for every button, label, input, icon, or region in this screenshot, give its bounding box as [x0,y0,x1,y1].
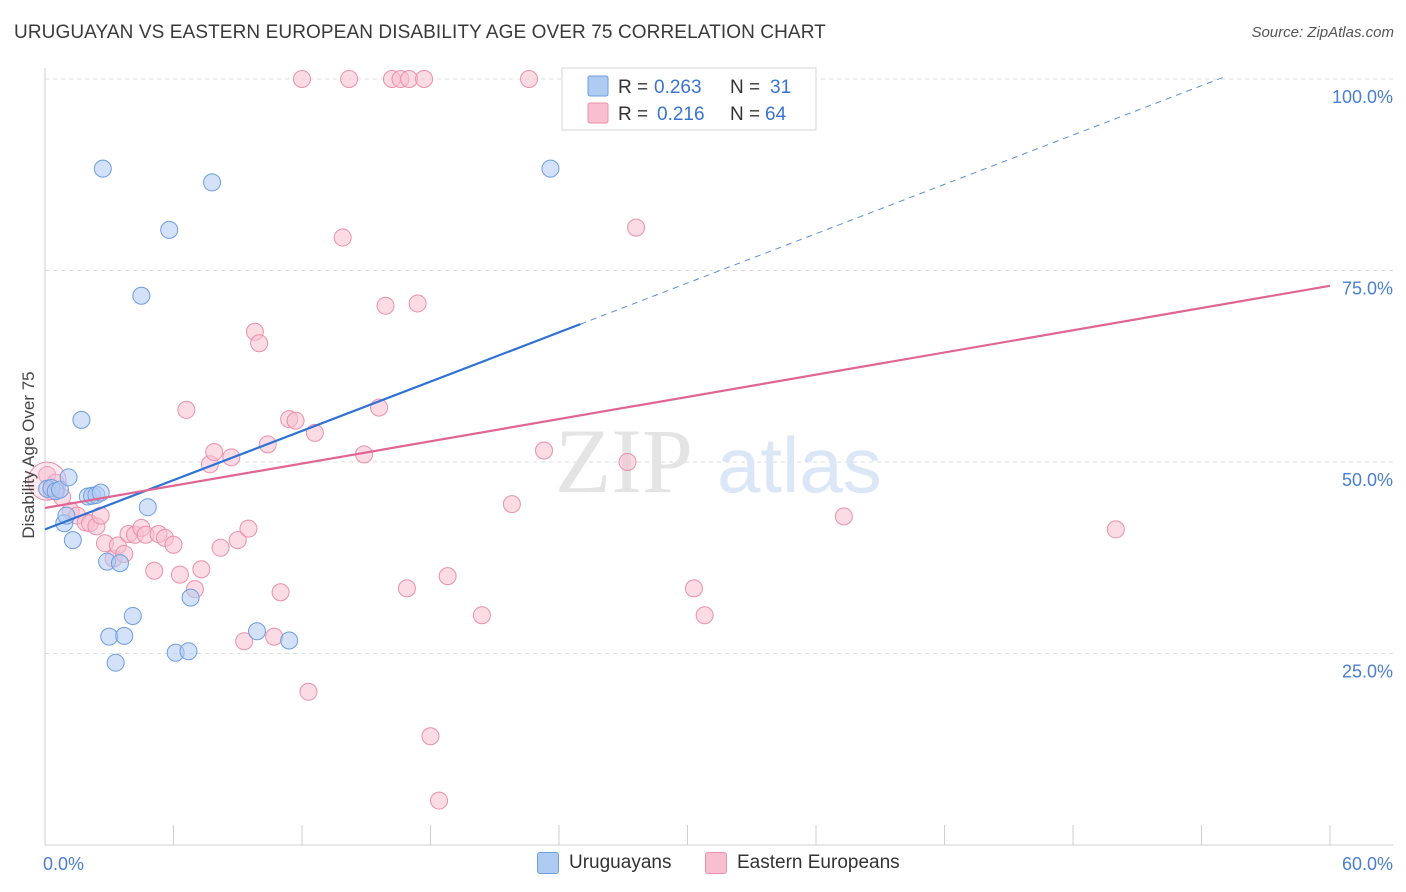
legend-n-label: N = [730,77,760,98]
data-point-uruguayans [181,588,200,607]
data-point-eastern-europeans [293,70,311,88]
legend-r-value: 0.216 [657,104,705,125]
data-point-eastern-europeans [228,531,247,550]
data-point-eastern-europeans [239,519,258,538]
eastern-europeans-trend-line [44,284,1331,510]
data-point-uruguayans [179,642,198,661]
data-point-eastern-europeans [170,565,189,584]
data-point-eastern-europeans [472,606,491,625]
y-axis-label: Disability Age Over 75 [19,371,38,538]
y-tick-label: 75.0% [1342,279,1393,299]
data-point-eastern-europeans [192,560,211,579]
legend-n-value: 31 [770,77,791,98]
data-point-uruguayans [138,498,157,517]
legend-swatch-uruguayans [537,852,559,874]
data-point-eastern-europeans [618,453,637,471]
y-tick-label: 100.0% [1332,87,1393,107]
uruguayans-trend-line [44,323,581,531]
correlation-legend: R = 0.263 N = 31 R = 0.216 N = 64 [561,67,817,131]
data-point-uruguayans [160,220,179,239]
data-point-uruguayans [106,653,125,672]
data-point-eastern-europeans [430,791,449,810]
data-point-eastern-europeans [1106,520,1125,539]
legend-n-value: 64 [765,104,787,125]
data-point-uruguayans [123,606,142,625]
data-point-eastern-europeans [145,561,164,580]
data-point-eastern-europeans [211,538,230,557]
series-legend: Uruguayans Eastern Europeans [0,850,1406,880]
data-point-uruguayans [100,627,119,646]
data-point-uruguayans [115,626,134,645]
data-point-eastern-europeans [684,579,703,598]
x-tick-label: 60.0% [1342,854,1393,874]
watermark-atlas: atlas [717,421,882,509]
legend-r-label: R = [618,77,648,98]
axes [44,68,1393,846]
data-point-uruguayans [541,159,560,178]
data-point-eastern-europeans [627,218,646,237]
data-point-eastern-europeans [520,70,539,88]
data-point-uruguayans [110,554,129,573]
legend-swatch-eastern-europeans [587,102,609,124]
legend-n-label: N = [730,104,760,125]
legend-swatch-uruguayans [587,75,609,97]
tick-labels: 25.0% 50.0% 75.0% 100.0% 0.0% 60.0% [43,87,1393,874]
data-point-eastern-europeans [164,535,183,554]
data-point-eastern-europeans [235,632,254,651]
data-point-uruguayans [280,631,299,650]
data-point-eastern-europeans [438,567,457,586]
y-tick-label: 50.0% [1342,470,1393,490]
trend-lines [44,77,1331,531]
grid-lines [45,78,1393,654]
data-point-uruguayans [248,622,267,641]
eastern-europeans-points [27,70,1125,810]
legend-label-eastern-europeans: Eastern Europeans [737,852,900,873]
data-point-uruguayans [59,468,78,487]
legend-r-label: R = [618,104,648,125]
data-point-eastern-europeans [265,627,284,646]
data-point-eastern-europeans [397,579,416,598]
watermark: ZIP atlas [555,410,882,512]
data-point-uruguayans [93,159,112,178]
uruguayans-points [38,159,560,672]
data-point-eastern-europeans [299,682,318,701]
data-point-uruguayans [50,480,69,499]
chart-title: URUGUAYAN VS EASTERN EUROPEAN DISABILITY… [14,22,826,43]
data-point-uruguayans [132,286,151,305]
x-tick-label: 0.0% [43,854,84,874]
legend-r-value: 0.263 [654,77,702,98]
data-point-eastern-europeans [376,296,395,315]
data-point-eastern-europeans [535,441,554,460]
data-point-eastern-europeans [502,495,521,514]
data-point-eastern-europeans [286,411,305,430]
data-point-uruguayans [63,531,82,550]
data-point-eastern-europeans [834,507,853,526]
legend-label-uruguayans: Uruguayans [569,852,672,873]
legend-item-eastern-europeans[interactable]: Eastern Europeans [705,852,900,874]
data-point-eastern-europeans [177,400,196,419]
legend-item-uruguayans[interactable]: Uruguayans [537,852,671,874]
data-point-uruguayans [72,410,91,429]
data-point-eastern-europeans [415,70,434,88]
legend-swatch-eastern-europeans [705,852,727,874]
data-point-eastern-europeans [408,294,427,313]
data-point-eastern-europeans [421,727,440,746]
uruguayans-trend-extension [580,77,1224,325]
data-point-eastern-europeans [333,228,352,247]
data-point-eastern-europeans [250,334,269,353]
data-point-eastern-europeans [340,70,359,88]
data-point-eastern-europeans [400,70,419,88]
data-point-eastern-europeans [205,443,224,462]
data-point-eastern-europeans [695,606,714,625]
source-label: Source: ZipAtlas.com [1251,24,1394,41]
y-tick-label: 25.0% [1342,662,1393,682]
data-point-eastern-europeans [271,583,290,602]
data-point-uruguayans [203,173,222,192]
